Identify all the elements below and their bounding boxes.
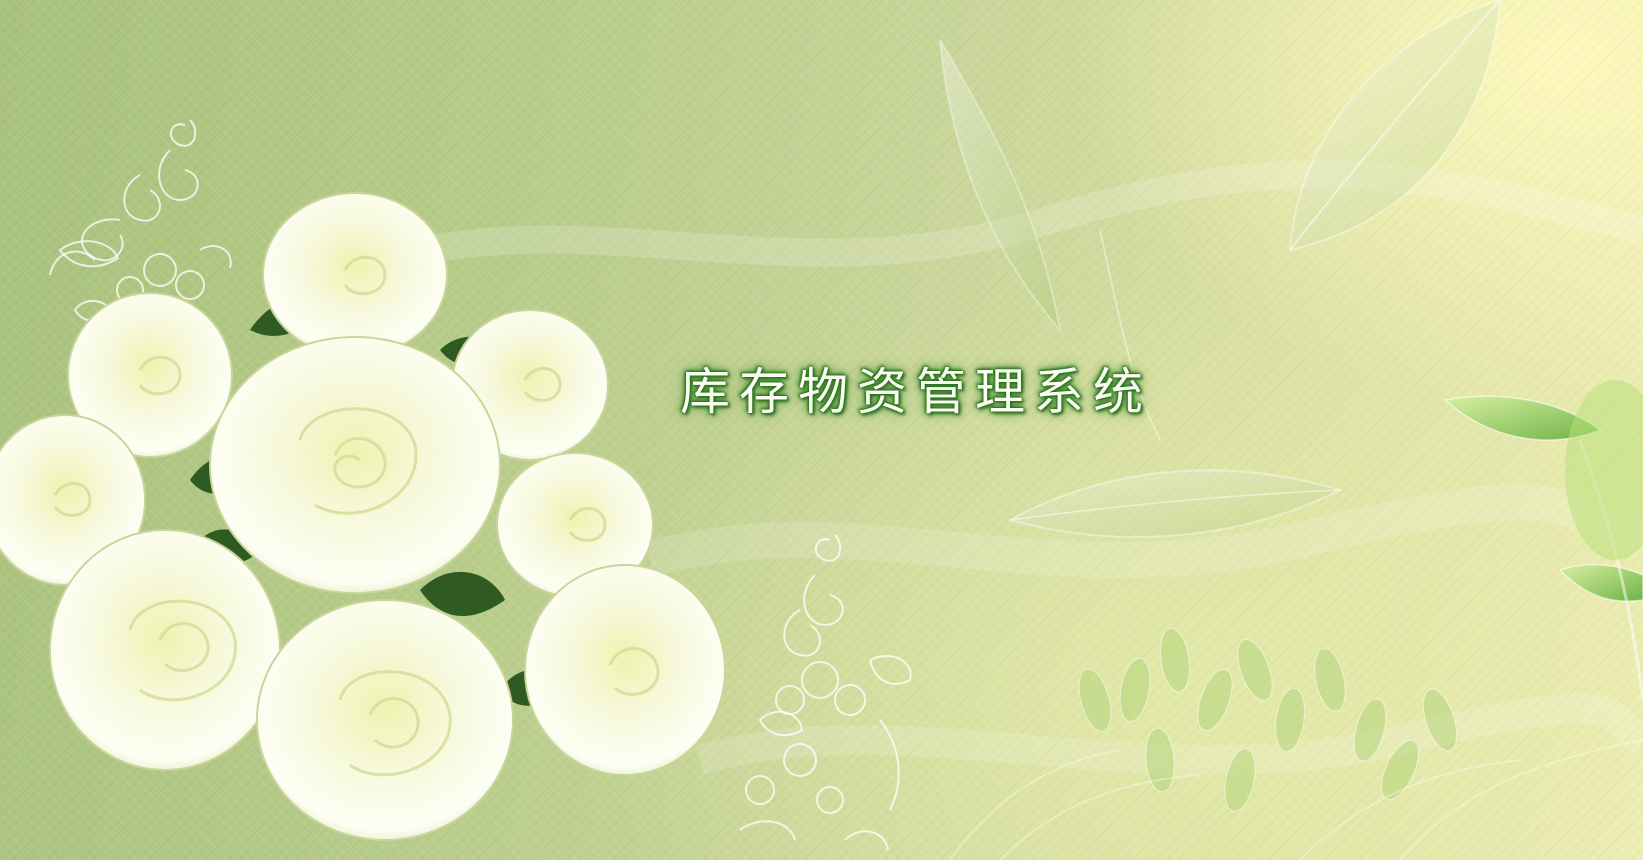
app-title: 库存物资管理系统 xyxy=(680,363,1152,421)
